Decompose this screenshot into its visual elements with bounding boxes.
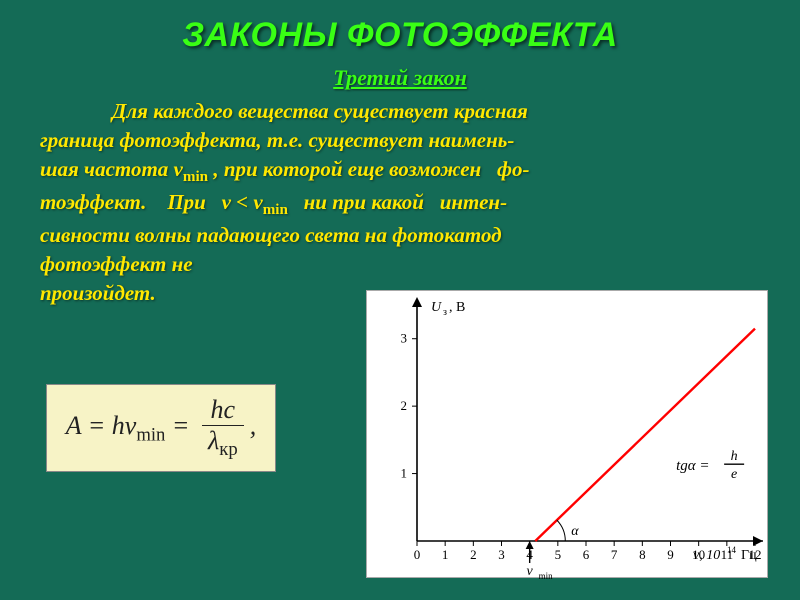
svg-text:Гц: Гц xyxy=(741,548,757,563)
svg-text:2: 2 xyxy=(470,547,477,562)
svg-text:0: 0 xyxy=(414,547,421,562)
svg-text:1: 1 xyxy=(442,547,449,562)
svg-text:3: 3 xyxy=(498,547,505,562)
svg-text:7: 7 xyxy=(611,547,618,562)
body-line: фотоэффект не xyxy=(40,250,768,279)
svg-text:U: U xyxy=(431,300,442,315)
body-line: шая частота νmin , при которой еще возмо… xyxy=(40,155,768,188)
law-body: Для каждого вещества существует красная … xyxy=(0,97,800,308)
svg-text:e: e xyxy=(731,467,737,482)
svg-text:5: 5 xyxy=(555,547,562,562)
svg-text:min: min xyxy=(539,571,554,579)
svg-text:14: 14 xyxy=(727,545,737,555)
svg-text:, В: , В xyxy=(449,300,465,315)
svg-text:з: з xyxy=(443,307,447,318)
formula-content: A = hνmin = hc λкр , xyxy=(66,395,256,461)
svg-text:1: 1 xyxy=(401,466,408,481)
body-line: сивности волны падающего света на фотока… xyxy=(40,221,768,250)
body-line: тоэффект. При ν < νmin ни при какой инте… xyxy=(40,188,768,221)
stopping-voltage-chart: 0123456789101112123Uз, Вν, 1014 Гцνminαt… xyxy=(366,290,768,578)
svg-text:ν: ν xyxy=(527,564,534,579)
body-line: Для каждого вещества существует красная xyxy=(40,97,768,126)
svg-text:8: 8 xyxy=(639,547,646,562)
svg-text:2: 2 xyxy=(401,398,408,413)
svg-text:3: 3 xyxy=(401,331,408,346)
svg-text:α: α xyxy=(571,524,579,539)
body-line: граница фотоэффекта, т.е. существует наи… xyxy=(40,126,768,155)
law-subtitle: Третий закон xyxy=(0,65,800,91)
formula-denominator: λкр xyxy=(202,426,244,461)
svg-text:6: 6 xyxy=(583,547,590,562)
svg-text:ν, 10: ν, 10 xyxy=(693,548,720,563)
svg-text:tgα =: tgα = xyxy=(676,458,709,474)
work-function-formula: A = hνmin = hc λкр , xyxy=(46,384,276,472)
page-title: ЗАКОНЫ ФОТОЭФФЕКТА xyxy=(0,0,800,65)
formula-numerator: hc xyxy=(202,395,244,426)
svg-text:9: 9 xyxy=(667,547,674,562)
svg-text:h: h xyxy=(731,449,738,464)
